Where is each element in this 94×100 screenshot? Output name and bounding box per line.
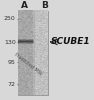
Text: B: B <box>41 1 48 10</box>
Text: 95: 95 <box>8 60 16 65</box>
Text: SCUBE1: SCUBE1 <box>50 37 90 46</box>
Text: Predicted MW: Predicted MW <box>13 52 42 77</box>
FancyBboxPatch shape <box>18 11 48 95</box>
Text: 250: 250 <box>4 16 16 21</box>
Text: 72: 72 <box>8 82 16 87</box>
Text: 130: 130 <box>4 40 16 45</box>
Text: A: A <box>21 1 28 10</box>
